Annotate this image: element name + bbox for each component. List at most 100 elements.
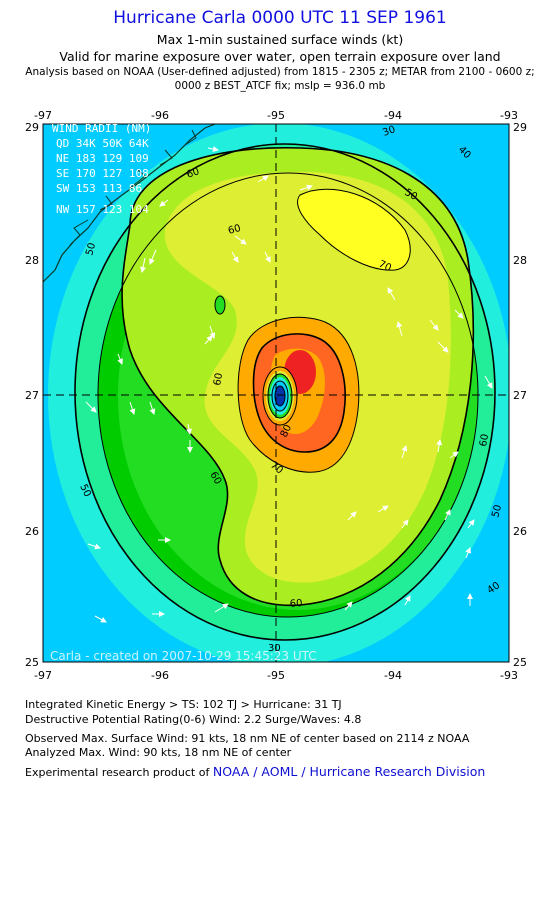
wind-radii-table: WIND RADII (NM) QD 34K 50K 64K NE 183 12… [52, 122, 151, 216]
latitude-tick-labels-right: 29 28 27 26 25 [513, 121, 527, 669]
contour-label: 70 [377, 259, 393, 274]
lat-tick-label: 28 [513, 254, 527, 267]
wind-vector-arrow [140, 257, 146, 273]
product-credit: Experimental research product of NOAA / … [25, 764, 485, 779]
contour-label: 50 [77, 483, 92, 499]
map-title: Hurricane Carla 0000 UTC 11 SEP 1961 [113, 8, 447, 28]
fix-info: 0000 z BEST_ATCF fix; mslp = 936.0 mb [174, 80, 386, 92]
contour-label: 50 [84, 242, 98, 257]
wind-vector-arrow [231, 251, 239, 263]
wind-vector-arrow [129, 401, 136, 415]
wind-vector-arrow [204, 335, 213, 345]
band-70kt [297, 189, 411, 271]
wind-vector-arrow [444, 509, 451, 521]
wind-vector-arrow [149, 401, 156, 415]
lon-tick-label: -93 [500, 109, 518, 122]
wind-radii-header: QD 34K 50K 64K [56, 137, 149, 150]
wind-vector-arrow [214, 603, 229, 613]
wind-vector-arrow [454, 309, 464, 319]
lon-tick-label: -97 [34, 109, 52, 122]
longitude-tick-labels-top: -97 -96 -95 -94 -93 [34, 109, 518, 122]
lat-tick-label: 26 [25, 525, 39, 538]
wind-vector-arrow [207, 146, 219, 152]
wind-radii-row-sw: SW 153 113 86 [56, 182, 142, 195]
wind-vector-arrow [429, 319, 439, 331]
small-60kt-cell [214, 295, 226, 315]
creation-credit: Carla - created on 2007-10-29 15:45:23 U… [50, 649, 317, 663]
wind-vector-arrow [159, 199, 169, 207]
wind-vector-arrow [186, 423, 192, 435]
analyzed-max-wind: Analyzed Max. Wind: 90 kts, 18 nm NE of … [25, 746, 292, 759]
wind-vector-arrow [87, 543, 101, 550]
wind-vector-arrow [449, 451, 459, 459]
exposure-note: Valid for marine exposure over water, op… [59, 49, 501, 64]
lat-tick-label: 27 [25, 389, 39, 402]
lon-tick-label: -97 [34, 669, 52, 682]
coastline-bays [69, 129, 197, 246]
wind-vector-arrow [117, 353, 123, 365]
wind-vector-arrow [344, 601, 353, 611]
lat-tick-label: 29 [25, 121, 39, 134]
contour-label: 60 [227, 223, 242, 237]
wind-vector-arrow [484, 375, 493, 389]
contour-label: 60 [478, 433, 491, 447]
contour-label: 30 [268, 643, 281, 654]
wind-analysis-map: 30 40 50 60 50 60 70 60 60 70 80 60 50 5… [25, 109, 527, 682]
hrd-link[interactable]: NOAA / AOML / Hurricane Research Divisio… [212, 764, 486, 779]
lat-tick-label: 28 [25, 254, 39, 267]
wind-radii-title: WIND RADII (NM) [52, 122, 151, 135]
wind-vector-arrow [94, 615, 107, 623]
contour-label: 30 [381, 124, 397, 139]
wind-radii-row-nw: NW 157 123 104 [56, 203, 149, 216]
analysis-sources: Analysis based on NOAA (User-defined adj… [25, 66, 535, 78]
wind-vector-arrow [264, 251, 271, 263]
ike-summary: Integrated Kinetic Energy > TS: 102 TJ >… [25, 698, 342, 711]
wind-vector-arrow [396, 321, 403, 337]
lon-tick-label: -95 [267, 669, 285, 682]
wind-vector-arrow [404, 595, 411, 606]
lat-tick-label: 25 [25, 656, 39, 669]
product-credit-prefix: Experimental research product of [25, 766, 213, 779]
wind-radii-row-ne: NE 183 129 109 [56, 152, 149, 165]
lon-tick-label: -96 [151, 109, 169, 122]
contour-label: 60 [289, 598, 303, 610]
wind-vector-arrow [347, 511, 357, 521]
wind-vector-arrow [85, 401, 97, 413]
lon-tick-label: -95 [267, 109, 285, 122]
lat-tick-label: 27 [513, 389, 527, 402]
wind-vector-arrow [465, 547, 471, 559]
wind-vector-arrow [467, 519, 475, 529]
contour-label: 80 [279, 423, 294, 439]
lon-tick-label: -96 [151, 669, 169, 682]
observed-max-wind: Observed Max. Surface Wind: 91 kts, 18 n… [25, 732, 470, 745]
wind-vector-arrow [209, 325, 216, 339]
wind-vector-arrow [387, 287, 396, 301]
map-subtitle: Max 1-min sustained surface winds (kt) [156, 32, 404, 47]
wind-vector-arrow [149, 249, 157, 265]
wind-radii-row-se: SE 170 127 108 [56, 167, 149, 180]
latitude-tick-labels-left: 29 28 27 26 25 [25, 121, 39, 669]
wind-vectors [85, 146, 493, 623]
contour-label: 60 [185, 166, 201, 181]
wind-vector-arrow [436, 439, 443, 453]
destructive-potential-rating: Destructive Potential Rating(0-6) Wind: … [25, 713, 362, 726]
contour-labels: 30 40 50 60 50 60 70 60 60 70 80 60 50 5… [77, 124, 504, 654]
wind-vector-arrow [257, 175, 269, 183]
wind-vector-arrow [377, 505, 389, 513]
wind-vector-arrow [401, 445, 408, 459]
lon-tick-label: -93 [500, 669, 518, 682]
lat-tick-label: 26 [513, 525, 527, 538]
wind-vector-arrow [299, 184, 313, 191]
lat-tick-label: 25 [513, 656, 527, 669]
lat-tick-label: 29 [513, 121, 527, 134]
wind-vector-arrow [437, 341, 449, 353]
contour-label: 60 [212, 372, 225, 386]
lon-tick-label: -94 [384, 669, 402, 682]
wind-vector-arrow [234, 235, 247, 245]
longitude-tick-labels-bottom: -97 -96 -95 -94 -93 [34, 669, 518, 682]
wind-contour-field [43, 124, 509, 662]
hurricane-eye [275, 386, 285, 406]
lon-tick-label: -94 [384, 109, 402, 122]
wind-vector-arrow [401, 519, 409, 529]
contour-label: 50 [490, 504, 504, 519]
